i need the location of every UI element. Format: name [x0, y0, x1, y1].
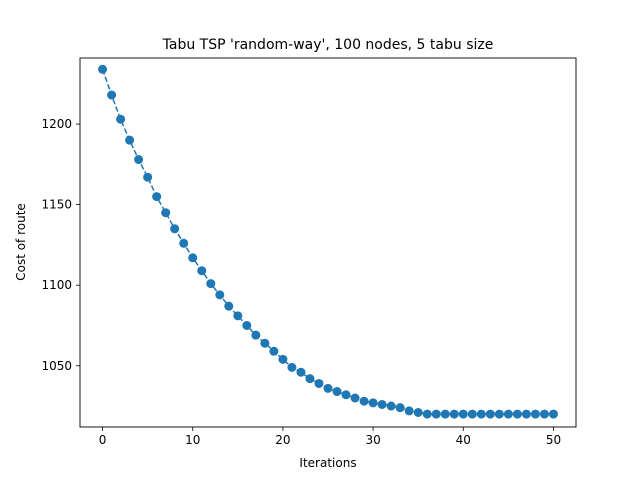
chart-title: Tabu TSP 'random-way', 100 nodes, 5 tabu…: [162, 37, 494, 53]
data-point: [170, 224, 180, 234]
plot-frame: [79, 57, 577, 428]
data-point: [368, 398, 378, 408]
x-tick-label: 10: [185, 433, 200, 447]
data-point: [305, 374, 315, 384]
data-point: [125, 135, 135, 145]
data-point: [188, 253, 198, 263]
x-tick-label: 40: [456, 433, 471, 447]
data-point: [323, 383, 333, 393]
data-point: [503, 409, 513, 419]
y-tick-label: 1200: [41, 117, 72, 131]
data-point: [314, 378, 324, 388]
data-point: [251, 330, 261, 340]
data-point: [467, 409, 477, 419]
data-point: [206, 279, 216, 289]
data-point: [350, 393, 360, 403]
plot-area: 0 10 20 30 40 50 1050 1100 1150 1200: [41, 64, 561, 447]
data-point: [413, 407, 423, 417]
data-point: [449, 409, 459, 419]
data-point: [215, 290, 225, 300]
data-point: [386, 401, 396, 411]
data-point: [332, 387, 342, 397]
data-point: [431, 409, 441, 419]
data-point: [260, 338, 270, 348]
data-point: [296, 367, 306, 377]
data-point: [224, 301, 234, 311]
x-tick-label: 50: [546, 433, 561, 447]
data-point: [107, 90, 117, 100]
data-point: [476, 409, 486, 419]
y-axis-label: Cost of route: [14, 203, 28, 281]
data-point: [494, 409, 504, 419]
data-point: [512, 409, 522, 419]
data-point: [98, 64, 108, 74]
data-point: [242, 320, 252, 330]
data-point: [548, 409, 558, 419]
data-point: [116, 114, 126, 124]
x-tick-label: 20: [275, 433, 290, 447]
data-point: [161, 208, 171, 218]
data-point: [269, 346, 279, 356]
data-point: [521, 409, 531, 419]
data-point: [134, 155, 144, 165]
data-point: [395, 403, 405, 413]
data-point: [485, 409, 495, 419]
data-point: [458, 409, 468, 419]
x-axis-label: Iterations: [299, 456, 356, 470]
data-point: [143, 172, 153, 182]
data-point: [341, 390, 351, 400]
data-point: [404, 406, 414, 416]
data-point: [287, 362, 297, 372]
data-point: [539, 409, 549, 419]
y-tick-label: 1050: [41, 359, 72, 373]
x-tick-label: 30: [365, 433, 380, 447]
y-tick-label: 1150: [41, 198, 72, 212]
data-point: [179, 238, 189, 248]
data-point: [377, 399, 387, 409]
data-point: [530, 409, 540, 419]
data-point: [422, 409, 432, 419]
data-point: [152, 192, 162, 202]
y-tick-label: 1100: [41, 278, 72, 292]
data-point: [197, 266, 207, 276]
data-point: [278, 354, 288, 364]
data-point: [233, 311, 243, 321]
x-tick-label: 0: [99, 433, 107, 447]
data-point: [359, 396, 369, 406]
data-point: [440, 409, 450, 419]
